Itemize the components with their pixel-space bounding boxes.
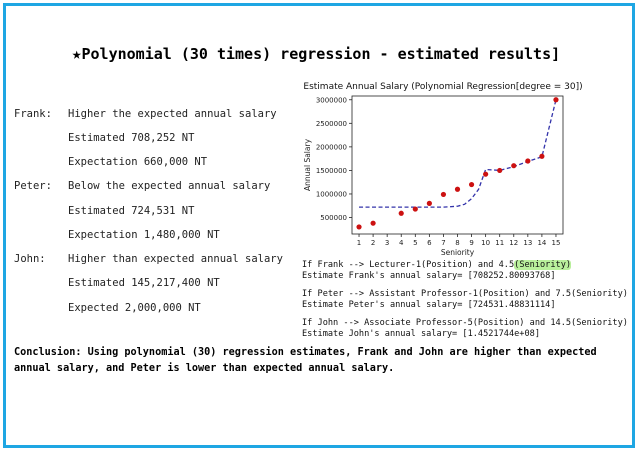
data-point bbox=[539, 153, 545, 159]
x-tick-label: 13 bbox=[523, 239, 532, 247]
person-line1-frank: Higher the expected annual salary bbox=[68, 108, 277, 120]
data-point bbox=[412, 206, 418, 212]
code-frank-command-a: If Frank --> Lecturer-1(Position) and 4.… bbox=[302, 260, 515, 270]
person-line3-peter: Expectation 1,480,000 NT bbox=[68, 229, 220, 241]
chart-svg: 1 2 3 4 5 6 7 8 9 10 11 12 13 14 155000001000000150000… bbox=[303, 95, 564, 257]
chart-title: Estimate Annual Salary (Polynomial Regre… bbox=[303, 82, 583, 92]
person-name-john: John: bbox=[14, 253, 46, 265]
data-point bbox=[454, 186, 461, 192]
slide-title: ★Polynomial (30 times) regression - esti… bbox=[0, 44, 632, 63]
slide-title-text: Polynomial (30 times) regression - estim… bbox=[81, 45, 561, 63]
code-frank-command-highlight: (Seniority) bbox=[514, 260, 572, 270]
person-line3-frank: Expectation 660,000 NT bbox=[68, 156, 208, 168]
code-frank-command: If Frank --> Lecturer-1(Position) and 4.… bbox=[302, 260, 572, 270]
code-peter-result: Estimate Peter's annual salary= [724531.… bbox=[302, 300, 556, 310]
y-tick-label: 500000 bbox=[320, 214, 347, 222]
x-tick-label: 6 bbox=[427, 239, 432, 247]
x-tick-label: 9 bbox=[469, 239, 473, 247]
data-point bbox=[497, 167, 503, 174]
person-name-frank: Frank: bbox=[14, 108, 52, 120]
data-point bbox=[370, 220, 376, 226]
y-axis-label: Annual Salary bbox=[303, 138, 312, 191]
x-tick-label: 4 bbox=[399, 239, 404, 247]
y-tick-label: 1500000 bbox=[316, 167, 347, 175]
x-axis-label: Seniority bbox=[441, 248, 475, 257]
y-tick-label: 3000000 bbox=[316, 96, 347, 104]
y-tick-label: 2000000 bbox=[316, 143, 347, 151]
x-tick-label: 2 bbox=[371, 239, 375, 247]
x-tick-label: 3 bbox=[385, 239, 389, 247]
code-john-command: If John --> Associate Professor-5(Positi… bbox=[302, 318, 628, 328]
data-point bbox=[426, 200, 432, 206]
data-point bbox=[356, 224, 362, 230]
y-tick-label: 1000000 bbox=[316, 190, 347, 198]
data-point bbox=[553, 97, 559, 103]
person-line1-john: Higher than expected annual salary bbox=[68, 253, 283, 265]
person-line2-frank: Estimated 708,252 NT bbox=[68, 132, 195, 144]
data-point bbox=[525, 158, 531, 164]
person-line3-john: Expected 2,000,000 NT bbox=[68, 302, 201, 314]
x-tick-label: 12 bbox=[509, 239, 518, 247]
x-tick-label: 8 bbox=[455, 239, 459, 247]
y-tick-label: 2500000 bbox=[316, 120, 347, 128]
data-point bbox=[468, 181, 475, 188]
person-name-peter: Peter: bbox=[14, 180, 52, 192]
person-line2-peter: Estimated 724,531 NT bbox=[68, 205, 195, 217]
plot-area-frame bbox=[351, 95, 564, 235]
x-tick-label: 1 bbox=[357, 239, 361, 247]
code-peter-command: If Peter --> Assistant Professor-1(Posit… bbox=[302, 289, 628, 299]
data-point bbox=[398, 210, 404, 216]
x-tick-label: 14 bbox=[537, 239, 546, 247]
x-tick-label: 11 bbox=[495, 239, 504, 247]
person-line2-john: Estimated 145,217,400 NT bbox=[68, 277, 220, 289]
slide-frame bbox=[3, 3, 635, 448]
data-point bbox=[483, 171, 489, 177]
code-frank-result: Estimate Frank's annual salary= [708252.… bbox=[302, 271, 556, 281]
data-point bbox=[440, 191, 447, 198]
conclusion-text: Conclusion: Using polynomial (30) regres… bbox=[14, 347, 597, 374]
x-tick-label: 5 bbox=[413, 239, 417, 247]
star-icon: ★ bbox=[71, 44, 82, 63]
x-tick-label: 10 bbox=[481, 239, 490, 247]
person-line1-peter: Below the expected annual salary bbox=[68, 180, 271, 192]
data-point bbox=[511, 163, 517, 169]
salary-chart: Estimate Annual Salary (Polynomial Regre… bbox=[300, 80, 586, 260]
fit-line-series bbox=[359, 99, 557, 208]
x-tick-label: 7 bbox=[441, 239, 445, 247]
code-john-result: Estimate John's annual salary= [1.452174… bbox=[302, 329, 540, 339]
x-tick-label: 15 bbox=[552, 239, 561, 247]
